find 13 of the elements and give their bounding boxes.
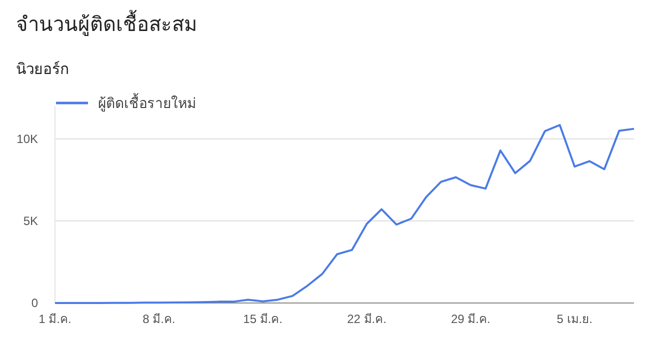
chart-subtitle: นิวยอร์ก xyxy=(16,61,69,78)
x-tick-label: 22 มี.ค. xyxy=(347,312,386,326)
y-tick-label: 0 xyxy=(31,296,38,310)
x-tick-label: 29 มี.ค. xyxy=(451,312,490,326)
line-series xyxy=(54,124,635,304)
y-tick-label: 5K xyxy=(23,214,38,228)
x-tick-label: 1 มี.ค. xyxy=(38,312,72,326)
y-tick-label: 10K xyxy=(16,132,38,146)
chart-title: จำนวนผู้ติดเชื้อสะสม xyxy=(16,10,197,37)
x-tick-label: 15 มี.ค. xyxy=(243,312,283,326)
x-tick-label: 5 เม.ย. xyxy=(556,312,592,326)
x-tick-label: 8 มี.ค. xyxy=(142,312,176,326)
legend-label: ผู้ติดเชื้อรายใหม่ xyxy=(98,93,196,112)
